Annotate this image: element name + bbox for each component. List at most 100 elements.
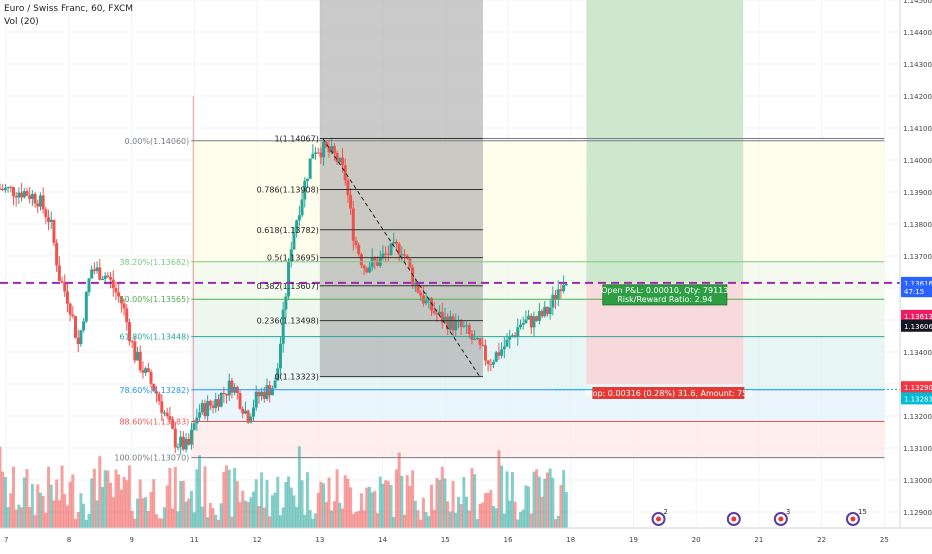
volume-bar [270,495,274,528]
volume-bar [276,476,280,528]
candle-body [497,352,501,356]
volume-bar [14,509,18,528]
fib-level-label: 38.20%(1.13682) [119,258,189,267]
volume-bar [405,475,409,528]
volume-bar [33,515,37,528]
volume-bar [198,455,202,528]
volume-bar [252,491,256,528]
candle-body [114,288,118,293]
x-tick-label: 14 [378,536,387,544]
price-tag: 1.13613 [904,313,932,321]
volume-bar [416,510,420,528]
candle-body [176,446,180,448]
volume-bar [300,480,304,528]
candle-body [103,275,107,280]
candle-body [243,410,247,414]
candle-body [184,438,188,450]
volume-bar [497,450,501,528]
candle-body [516,327,520,337]
candle-body [130,341,134,343]
volume-bar [448,511,452,528]
candle-body [413,283,417,285]
candle-body [448,316,452,330]
candle-body [524,319,528,324]
candle-body [454,320,458,331]
volume-bar [216,519,220,528]
volume-bar [319,481,323,528]
stop-label: Stop: 0.00316 (0.28%) 31.6, Amount: 750 [584,389,752,398]
price-axis-bg [900,0,932,550]
candle-body [187,438,191,445]
volume-bar [38,492,42,528]
volume-bar [233,467,237,528]
fib-zone [191,389,885,422]
candle-body [76,337,80,345]
volume-bar [138,479,142,528]
volume-bar [470,468,474,528]
volume-bar [184,501,188,528]
fib-level-label: 0.00%(1.14060) [125,137,190,146]
candle-body [179,436,183,447]
candle-body [127,322,131,342]
candle-body [551,294,555,308]
candle-body [211,405,215,408]
volume-bar [537,476,541,528]
volume-bar [462,477,466,528]
candle-body [260,391,264,397]
volume-bar [71,474,75,528]
price-tag-box [901,319,932,332]
volume-bar [432,509,436,528]
candle-body [332,145,336,153]
volume-bar [289,487,293,528]
volume-bar [222,471,226,528]
candle-body [17,192,21,198]
candle-body [219,393,223,407]
volume-bar [103,470,107,528]
volume-bar [154,514,158,528]
price-tag: 1.13290 [904,384,932,392]
candle-body [494,352,498,362]
volume-bar [513,501,517,528]
candle-body [284,296,288,310]
volume-bar [540,496,544,528]
candle-body [262,391,266,399]
volume-bar [524,485,528,528]
candle-body [149,371,153,384]
volume-bar [278,515,282,528]
candle-body [6,187,10,189]
volume-bar [160,518,164,528]
candle-body [451,316,455,331]
event-marker-dot [778,516,784,522]
volume-bar [292,495,296,528]
volume-bar [68,481,72,528]
volume-bar [427,516,431,528]
fib-level-label: 50.00%(1.13565) [119,295,189,304]
volume-bar [500,465,504,528]
x-tick-label: 16 [504,536,513,544]
volume-bar [265,479,269,528]
volume-bar [421,497,425,528]
volume-bar [370,492,374,528]
candle-body [483,345,487,361]
volume-bar [335,469,339,528]
candle-body [502,346,506,350]
candle-body [47,217,51,222]
candle-body [316,152,320,154]
volume-bar [403,514,407,528]
y-tick-label: 1.13100 [903,445,932,453]
candle-body [168,416,172,421]
volume-bar [133,518,137,528]
volume-bar [92,468,96,528]
x-tick-label: 11 [190,536,199,544]
volume-bar [316,492,320,528]
volume-bar [284,482,288,528]
candle-body [505,339,509,347]
candle-body [335,152,339,162]
volume-bar [79,493,83,528]
candle-body [435,313,439,315]
candle-body [281,309,285,344]
candle-body [109,277,113,280]
candle-body [119,296,123,304]
